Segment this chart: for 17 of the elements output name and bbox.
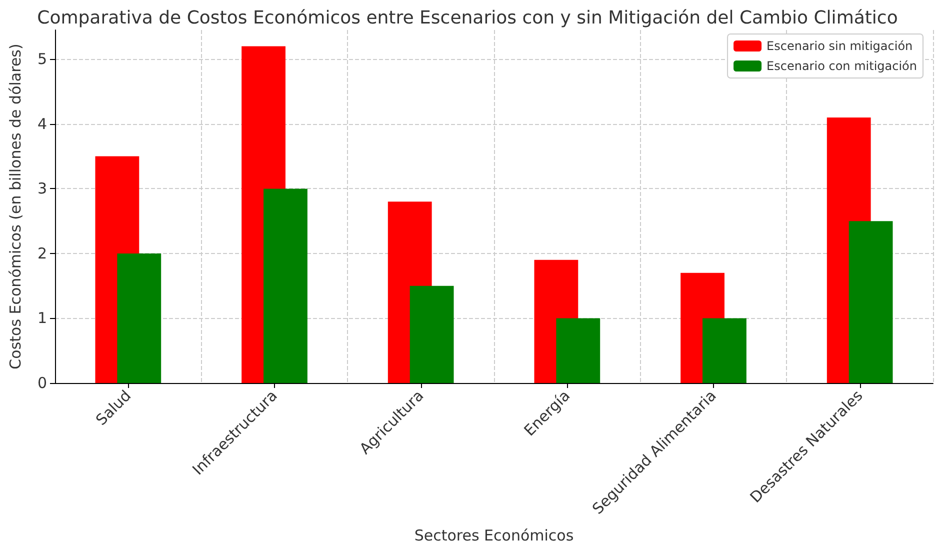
y-tick-label: 2 [37, 244, 47, 262]
bar [702, 318, 746, 383]
chart-title: Comparativa de Costos Económicos entre Escenarios con y sin Mitigación del Cambio Climático [37, 8, 898, 28]
y-tick-label: 1 [37, 309, 47, 328]
y-tick-label: 5 [37, 50, 47, 68]
bar [264, 188, 308, 383]
y-tick-label: 0 [37, 374, 47, 392]
legend-label: Escenario con mitigación [766, 59, 917, 73]
y-tick-label: 4 [37, 114, 47, 133]
y-axis-title: Costos Económicos (en billones de dólares) [6, 44, 24, 370]
legend-label: Escenario sin mitigación [766, 39, 913, 53]
bar [117, 253, 162, 383]
bar [848, 221, 893, 383]
x-axis-title: Sectores Económicos [414, 526, 574, 544]
bar [556, 318, 600, 383]
y-tick-label: 3 [37, 180, 47, 198]
bar [410, 286, 454, 383]
